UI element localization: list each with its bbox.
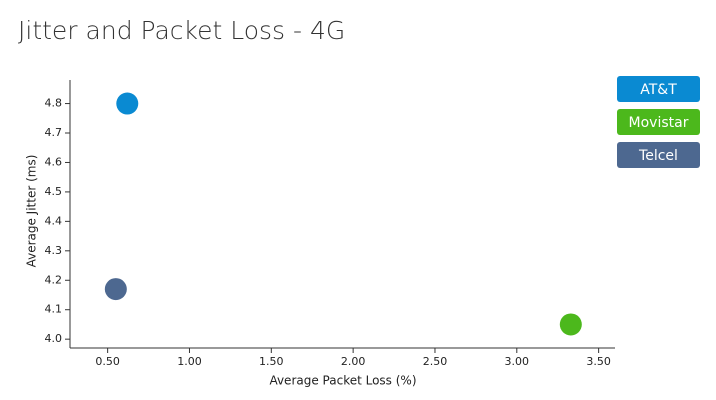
- y-tick-label: 4.5: [45, 185, 63, 198]
- x-tick-label: 1.50: [259, 355, 284, 368]
- y-tick-label: 4.8: [45, 97, 63, 110]
- y-tick-label: 4.0: [45, 332, 63, 345]
- legend-label[interactable]: AT&T: [640, 82, 677, 98]
- legend-item[interactable]: [617, 109, 700, 135]
- y-tick-label: 4.4: [45, 214, 63, 227]
- data-point: [116, 92, 139, 115]
- x-tick-label: 2.50: [423, 355, 448, 368]
- x-tick-label: 3.00: [505, 355, 530, 368]
- x-tick-label: 3.50: [586, 355, 611, 368]
- y-tick-label: 4.3: [45, 244, 63, 257]
- legend-label[interactable]: Movistar: [629, 115, 689, 131]
- y-tick-label: 4.1: [45, 303, 63, 316]
- x-axis-title: Average Packet Loss (%): [269, 374, 416, 388]
- data-point: [559, 313, 582, 336]
- x-tick-label: 2.00: [341, 355, 366, 368]
- x-tick-label: 0.50: [95, 355, 120, 368]
- chart-title: Jitter and Packet Loss - 4G: [18, 16, 345, 45]
- y-axis-title: Average Jitter (ms): [25, 155, 39, 268]
- x-tick-label: 1.00: [177, 355, 202, 368]
- data-point: [104, 278, 127, 301]
- legend-item[interactable]: [617, 142, 700, 168]
- y-tick-label: 4.2: [45, 273, 63, 286]
- y-tick-label: 4.7: [45, 126, 63, 139]
- y-tick-label: 4.6: [45, 155, 63, 168]
- legend-label[interactable]: Telcel: [638, 148, 678, 164]
- legend-item[interactable]: [617, 76, 700, 102]
